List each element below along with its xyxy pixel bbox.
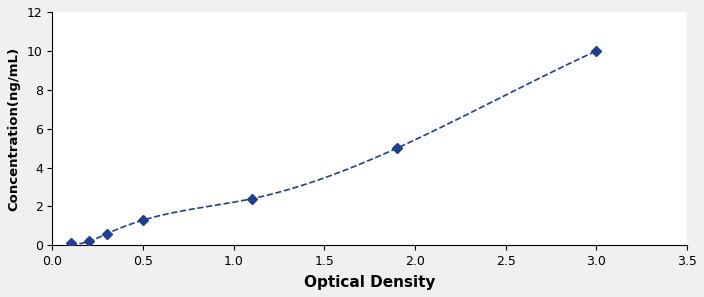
X-axis label: Optical Density: Optical Density (304, 275, 436, 290)
Y-axis label: Concentration(ng/mL): Concentration(ng/mL) (7, 47, 20, 211)
